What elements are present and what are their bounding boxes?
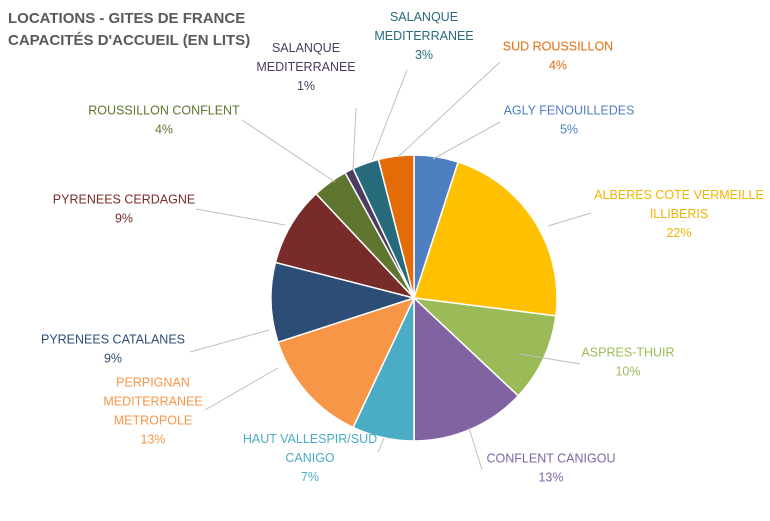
slice-name-label: HAUT VALLESPIR/SUD [243,432,377,446]
pie-slice-7 [270,261,417,344]
slice-name-label: MEDITERRANEE [103,395,202,409]
slice-label-3: ASPRES-THUIR 10% [581,346,674,379]
slice-percent-label: 5% [560,123,578,137]
leader-line-5 [377,437,385,453]
leader-line-6 [204,367,279,411]
slice-percent-label: 13% [538,471,563,485]
slice-label-11: SALANQUE MEDITERRANEE 3% [374,10,473,62]
leader-line-10 [352,107,357,171]
slice-label-4: CONFLENT CANIGOU 13% [487,452,616,485]
slice-percent-label: 13% [140,433,165,447]
leader-line-12 [398,61,501,157]
slice-name-label: MEDITERRANEE [374,29,473,43]
slice-percent-label: 22% [666,226,691,240]
slice-percent-label: 7% [301,470,319,484]
chart-title-line-1: LOCATIONS - GITES DE FRANCE [8,10,246,27]
slice-name-label: METROPOLE [114,414,193,428]
leader-lines [189,61,592,471]
pie-slice-8 [274,192,417,300]
slice-name-label: CANIGO [285,451,335,465]
slice-label-7: PYRENEES CATALANES 9% [41,333,185,366]
slice-name-label: MEDITERRANEE [256,60,355,74]
slice-name-label: AGLY FENOUILLEDES [504,104,635,118]
leader-line-11 [371,69,408,161]
leader-line-7 [189,329,270,353]
pie-slice-4 [413,296,520,442]
slice-labels: AGLY FENOUILLEDES 5% ALBERES COTE VERMEILL… [41,10,764,485]
slice-percent-label: 4% [155,123,173,137]
leader-line-4 [468,427,483,471]
pie-slice-12 [377,154,415,299]
slice-name-label: PYRENEES CATALANES [41,333,185,347]
slice-name-label: SUD ROUSSILLON [503,40,613,54]
slice-name-label: SALANQUE [390,10,458,24]
leader-line-2 [547,212,592,227]
slice-percent-label: 10% [615,365,640,379]
slice-name-label: ILLIBERIS [650,207,708,221]
slice-percent-label: 1% [297,79,315,93]
slice-percent-label: 9% [115,212,133,226]
leader-line-9 [241,119,336,183]
slice-label-10: SALANQUE MEDITERRANEE 1% [256,41,355,93]
pie-slice-2 [413,161,558,317]
slice-name-label: CONFLENT CANIGOU [487,452,616,466]
slice-label-12: SUD ROUSSILLON 4% [503,40,613,73]
slice-name-label: ALBERES COTE VERMEILLE [594,188,764,202]
slice-name-label: ASPRES-THUIR [581,346,674,360]
slice-label-9: ROUSSILLON CONFLENT 4% [88,104,240,137]
pie-slice-3 [411,296,557,397]
pie-slices [270,154,558,442]
slice-label-2: ALBERES COTE VERMEILLE ILLIBERIS 22% [594,188,764,240]
slice-percent-label: 4% [549,59,567,73]
slice-name-label: SALANQUE [272,41,340,55]
chart-title-line-2: CAPACITÉS D'ACCUEIL (EN LITS) [8,32,251,49]
leader-line-8 [195,208,286,226]
slice-label-6: PERPIGNAN MEDITERRANEE METROPOLE 13% [103,376,202,447]
chart-title: LOCATIONS - GITES DE FRANCE CAPACITÉS D'… [8,8,250,52]
slice-label-1: AGLY FENOUILLEDES 5% [504,104,635,137]
slice-percent-label: 3% [415,48,433,62]
slice-label-5: HAUT VALLESPIR/SUD CANIGO 7% [243,432,377,484]
slice-percent-label: 9% [104,352,122,366]
leader-line-3 [519,353,581,365]
pie-slice-6 [277,296,416,429]
leader-line-1 [432,121,501,160]
slice-name-label: ROUSSILLON CONFLENT [88,104,240,118]
slice-label-8: PYRENEES CERDAGNE 9% [53,193,195,226]
slice-name-label: PERPIGNAN [116,376,190,390]
slice-name-label: PYRENEES CERDAGNE [53,193,195,207]
